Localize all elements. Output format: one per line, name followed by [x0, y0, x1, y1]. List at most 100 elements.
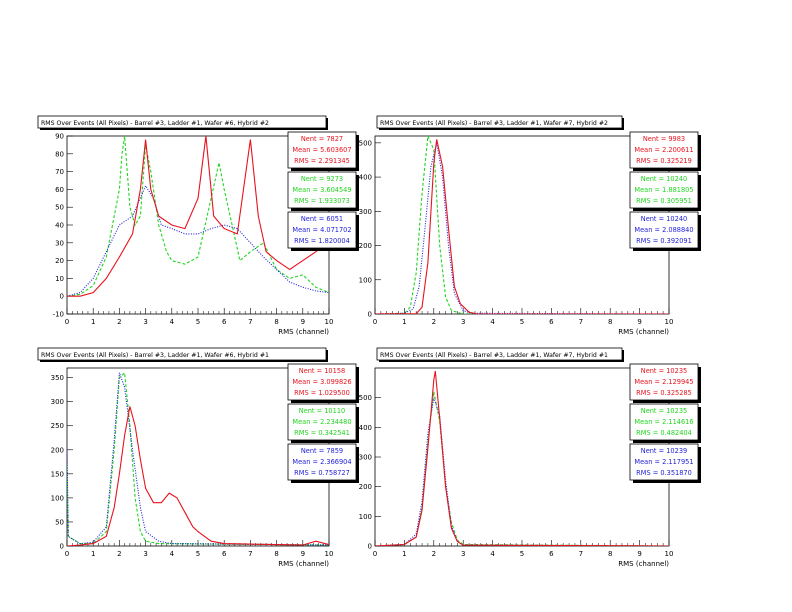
- x-tick-label: 0: [65, 318, 69, 326]
- stats-text: Nent = 6051: [301, 215, 343, 223]
- y-tick-label: 0: [368, 311, 372, 319]
- y-tick-label: 500: [359, 139, 372, 147]
- x-tick-label: 8: [608, 550, 612, 558]
- x-tick-label: 2: [432, 318, 436, 326]
- chart-panel-1: RMS Over Events (All Pixels) - Barrel #3…: [37, 115, 359, 336]
- x-tick-label: 2: [117, 318, 121, 326]
- chart-title: RMS Over Events (All Pixels) - Barrel #3…: [41, 120, 269, 127]
- series-line-red: [375, 139, 669, 314]
- series-line-blue: [67, 184, 329, 297]
- x-tick-label: 7: [248, 318, 252, 326]
- stats-text: Mean = 2.129945: [634, 378, 693, 386]
- stats-box-blue: [287, 443, 357, 481]
- x-tick-label: 4: [170, 550, 175, 558]
- y-tick-label: 70: [55, 168, 64, 176]
- stats-text: Nent = 10240: [641, 175, 687, 183]
- stats-box-red: [629, 363, 699, 401]
- x-tick-label: 6: [222, 550, 227, 558]
- x-tick-label: 9: [637, 318, 641, 326]
- x-tick-label: 10: [665, 550, 674, 558]
- stats-text: Mean = 2.088840: [634, 226, 693, 234]
- stats-text: RMS = 1.933073: [294, 197, 350, 205]
- y-tick-label: 10: [55, 275, 64, 283]
- series-line-green: [375, 136, 669, 314]
- stats-text: Nent = 10110: [299, 407, 345, 415]
- chart-title: RMS Over Events (All Pixels) - Barrel #3…: [380, 120, 608, 127]
- plot-frame: [374, 135, 670, 315]
- stats-text: Nent = 7827: [301, 135, 343, 143]
- y-tick-label: 50: [55, 518, 64, 526]
- stats-text: RMS = 0.351870: [636, 469, 692, 477]
- stats-box-red: [287, 131, 357, 169]
- x-tick-label: 5: [520, 550, 524, 558]
- x-tick-label: 4: [490, 318, 495, 326]
- x-tick-label: 10: [325, 318, 334, 326]
- title-box: [37, 347, 327, 361]
- title-box: [376, 115, 623, 129]
- y-tick-label: -10: [53, 311, 64, 319]
- y-tick-label: 0: [60, 543, 64, 551]
- x-tick-label: 8: [608, 318, 612, 326]
- stats-text: Mean = 2.117951: [634, 458, 693, 466]
- stats-text: RMS = 0.305951: [636, 197, 692, 205]
- y-tick-label: 0: [368, 543, 372, 551]
- stats-text: Mean = 1.881805: [634, 186, 693, 194]
- stats-text: RMS = 0.325219: [636, 157, 692, 165]
- stats-text: RMS = 1.820004: [294, 237, 350, 245]
- stats-text: Nent = 10240: [641, 215, 687, 223]
- stats-text: Nent = 10235: [641, 407, 687, 415]
- x-tick-label: 2: [432, 550, 436, 558]
- y-tick-label: 50: [55, 204, 64, 212]
- title-box: [37, 115, 327, 129]
- stats-box-blue: [287, 211, 357, 249]
- series-line-blue: [67, 372, 329, 546]
- x-tick-label: 8: [274, 318, 278, 326]
- x-tick-label: 0: [373, 550, 377, 558]
- stats-box-green: [287, 171, 357, 209]
- stats-box-red: [287, 363, 357, 401]
- stats-box-green: [629, 171, 699, 209]
- y-tick-label: 300: [359, 454, 372, 462]
- title-box: [376, 347, 623, 361]
- x-tick-label: 1: [91, 318, 95, 326]
- y-tick-label: 300: [51, 398, 64, 406]
- x-tick-label: 10: [325, 550, 334, 558]
- stats-box-blue: [629, 211, 699, 249]
- series-line-blue: [375, 142, 669, 314]
- stats-text: Nent = 10239: [641, 447, 687, 455]
- stats-box-red: [629, 131, 699, 169]
- y-tick-label: 350: [51, 374, 64, 382]
- x-tick-label: 4: [170, 318, 175, 326]
- stats-text: Nent = 9273: [301, 175, 343, 183]
- x-tick-label: 7: [579, 550, 583, 558]
- stats-text: RMS = 0.392091: [636, 237, 692, 245]
- y-tick-label: 400: [359, 424, 372, 432]
- stats-text: Nent = 10158: [299, 367, 345, 375]
- stats-text: Mean = 3.604549: [292, 186, 351, 194]
- stats-text: Mean = 2.114616: [634, 418, 693, 426]
- x-tick-label: 1: [402, 318, 406, 326]
- x-tick-label: 6: [549, 550, 554, 558]
- y-tick-label: 200: [359, 242, 372, 250]
- stats-text: RMS = 1.029500: [294, 389, 350, 397]
- y-tick-label: 100: [51, 494, 64, 502]
- series-line-green: [67, 371, 329, 546]
- stats-text: Mean = 2.234480: [292, 418, 351, 426]
- y-tick-label: 400: [359, 174, 372, 182]
- x-tick-label: 3: [143, 318, 147, 326]
- series-line-red: [67, 406, 329, 546]
- y-tick-label: 30: [55, 239, 64, 247]
- y-tick-label: 80: [55, 150, 64, 158]
- x-tick-label: 8: [274, 550, 278, 558]
- y-tick-label: 250: [51, 422, 64, 430]
- stats-text: RMS = 0.758727: [294, 469, 350, 477]
- x-tick-label: 9: [637, 550, 641, 558]
- x-tick-label: 7: [248, 550, 252, 558]
- stats-text: Mean = 3.099826: [292, 378, 351, 386]
- x-axis-label: RMS (channel): [618, 328, 669, 336]
- chart-panel-4: RMS Over Events (All Pixels) - Barrel #3…: [359, 347, 701, 568]
- x-axis-label: RMS (channel): [278, 328, 329, 336]
- stats-text: Mean = 2.366904: [292, 458, 351, 466]
- x-tick-label: 5: [196, 550, 200, 558]
